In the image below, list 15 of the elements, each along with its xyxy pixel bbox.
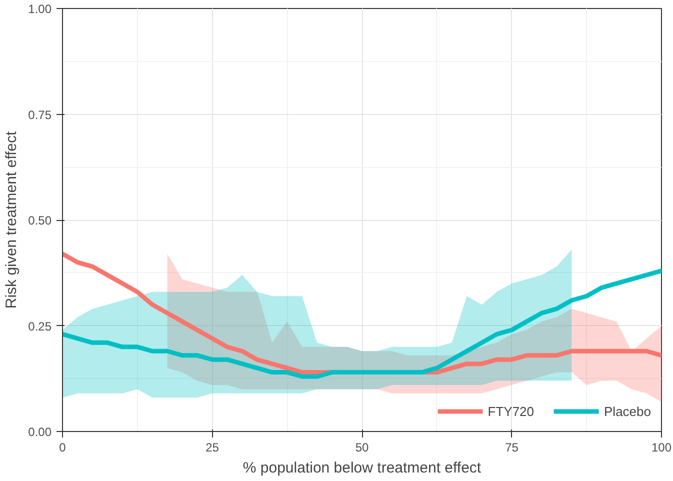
y-tick-label: 0.50	[28, 214, 52, 228]
x-tick-label: 100	[651, 440, 672, 454]
x-tick-label: 50	[355, 440, 369, 454]
y-tick-label: 1.00	[28, 2, 52, 16]
x-tick-label: 0	[59, 440, 66, 454]
y-tick-label: 0.00	[28, 425, 52, 439]
y-tick-label: 0.75	[28, 108, 52, 122]
x-axis-title: % population below treatment effect	[242, 460, 482, 476]
x-tick-label: 25	[206, 440, 220, 454]
line-series	[62, 268, 662, 379]
y-axis-title: Risk given treatment effect	[3, 130, 20, 309]
y-tick-label: 0.25	[28, 319, 52, 334]
x-tick-label: 75	[505, 440, 519, 454]
legend-label: Placebo	[604, 404, 651, 418]
legend-label: FTY720	[488, 404, 534, 418]
